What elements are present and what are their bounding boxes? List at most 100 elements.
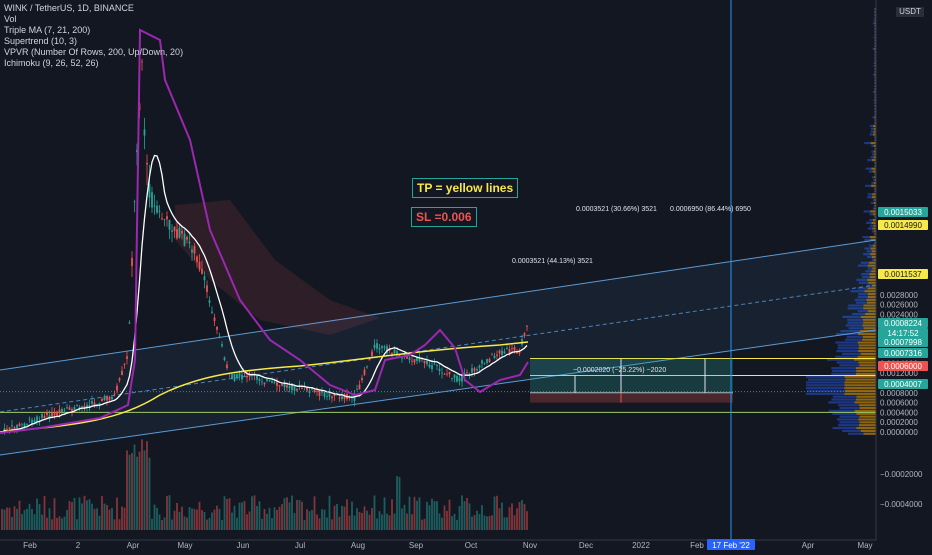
vpvr-bar-down: [868, 281, 876, 284]
candle-body: [276, 382, 278, 386]
sl-note[interactable]: SL =0.006: [411, 207, 477, 227]
volume-bar: [158, 514, 161, 530]
volume-bar: [171, 519, 173, 530]
vpvr-bar-up: [831, 398, 856, 401]
tp-note[interactable]: TP = yellow lines: [412, 178, 519, 198]
volume-bar: [483, 515, 486, 530]
candle-body: [183, 233, 186, 246]
vpvr-bar-up: [865, 167, 872, 170]
volume-bar: [498, 508, 501, 530]
symbol-title[interactable]: WINK / TetherUS, 1D, BINANCE: [4, 3, 134, 13]
candle-body: [273, 381, 276, 383]
vpvr-bar-down: [863, 307, 876, 310]
candle-body: [331, 396, 333, 399]
volume-bar: [83, 495, 86, 530]
candle-body: [486, 358, 488, 363]
candle-body: [226, 364, 228, 368]
candle-body: [123, 364, 126, 366]
price-tag: [878, 337, 928, 347]
vpvr-bar-down: [873, 127, 876, 130]
volume-bar: [508, 507, 511, 530]
indicator-ichimoku[interactable]: Ichimoku (9, 26, 52, 26): [4, 58, 99, 68]
vpvr-bar-down: [863, 327, 876, 330]
x-tick-label: May: [857, 541, 872, 550]
volume-bar: [73, 497, 76, 530]
price-tag-label: 0.0007316: [884, 349, 922, 358]
volume-bar: [211, 512, 213, 530]
vpvr-bar-up: [874, 59, 876, 62]
vpvr-bar-down: [872, 267, 876, 270]
vpvr-bar-up: [870, 224, 874, 227]
vpvr-bar-down: [866, 301, 876, 304]
candle-body: [506, 348, 508, 350]
price-tag: [878, 379, 928, 389]
vpvr-bar-up: [873, 10, 876, 14]
volume-bar: [471, 516, 473, 530]
candle-body: [281, 384, 283, 386]
volume-bar: [301, 501, 303, 530]
volume-bar: [86, 500, 88, 530]
candle-body: [68, 407, 71, 410]
vpvr-bar-up: [874, 79, 876, 82]
indicator-supertrend[interactable]: Supertrend (10, 3): [4, 36, 78, 46]
volume-bar: [523, 504, 526, 530]
measure-label-upper: 0.0003521 (30.66%) 3521: [576, 206, 657, 213]
x-tick-label: Sep: [409, 541, 424, 550]
volume-bar: [203, 512, 206, 530]
volume-bar: [178, 511, 181, 530]
price-tag: [878, 269, 928, 279]
candle-body: [316, 390, 318, 392]
candle-body: [106, 396, 108, 401]
volume-bar: [8, 507, 11, 530]
indicator-triple-ma[interactable]: Triple MA (7, 21, 200): [4, 25, 91, 35]
indicator-vol[interactable]: Vol: [4, 14, 17, 24]
y-tick-label: 0.0004000: [880, 408, 918, 417]
crosshair-date-badge: [707, 539, 755, 550]
vpvr-bar-down: [874, 19, 876, 22]
vpvr-bar-up: [847, 318, 864, 321]
candle-body: [258, 379, 261, 382]
volume-bar: [128, 454, 131, 530]
volume-bar: [443, 505, 446, 530]
volume-bar: [21, 514, 23, 530]
vpvr-bar-up: [874, 110, 876, 113]
vpvr-bar-up: [867, 255, 872, 259]
candle-body: [396, 351, 398, 356]
candle-body: [518, 351, 521, 354]
volume-bar: [501, 502, 503, 530]
volume-bar: [273, 507, 276, 530]
volume-bar: [103, 503, 106, 530]
vpvr-bar-up: [872, 47, 875, 51]
vpvr-bar-down: [873, 130, 876, 133]
indicator-vpvr[interactable]: VPVR (Number Of Rows, 200, Up/Down, 20): [4, 47, 184, 57]
volume-bar: [351, 501, 353, 530]
volume-bar: [308, 511, 311, 530]
candle-body: [133, 201, 136, 203]
y-tick-label: −0.0004000: [880, 500, 923, 509]
volume-bar: [56, 517, 58, 530]
vpvr-bar-down: [871, 270, 876, 273]
candle-body: [53, 411, 56, 416]
candle-body: [326, 396, 328, 397]
candle-body: [448, 371, 451, 375]
candle-body: [356, 389, 358, 391]
vpvr-bar-up: [872, 22, 875, 25]
price-tag: [878, 220, 928, 230]
vpvr-bar-up: [874, 107, 876, 110]
vpvr-bar-up: [839, 407, 860, 410]
volume-bar: [53, 498, 56, 530]
volume-bar: [296, 500, 298, 530]
candle-body: [191, 249, 193, 253]
volume-bar: [26, 508, 28, 530]
volume-bar: [286, 497, 288, 530]
vpvr-bar-down: [860, 429, 876, 432]
volume-bar: [381, 514, 383, 530]
vpvr-bar-down: [872, 196, 876, 199]
volume-bar: [421, 519, 423, 530]
volume-bar: [448, 499, 451, 530]
vpvr-bar-down: [864, 290, 876, 293]
vpvr-bar-up: [832, 426, 857, 430]
volume-bar: [268, 507, 271, 530]
